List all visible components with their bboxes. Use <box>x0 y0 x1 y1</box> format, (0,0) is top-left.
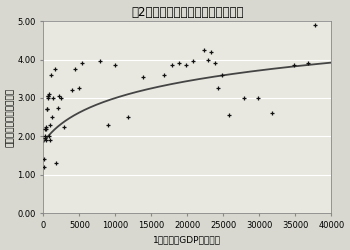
Point <box>46 92 51 96</box>
Point <box>44 108 50 112</box>
Point <box>205 58 210 62</box>
Point <box>55 106 60 110</box>
X-axis label: 1人当たりGDP（ドル）: 1人当たりGDP（ドル） <box>153 236 222 244</box>
Point <box>45 94 50 98</box>
Point <box>76 86 82 90</box>
Point <box>48 123 53 127</box>
Point <box>56 94 62 98</box>
Point <box>306 62 311 66</box>
Point <box>313 23 318 27</box>
Point <box>47 138 52 142</box>
Point <box>43 127 48 131</box>
Point <box>105 123 110 127</box>
Point <box>183 63 189 67</box>
Point <box>50 96 56 100</box>
Point <box>44 108 50 112</box>
Point <box>52 67 57 71</box>
Point <box>97 60 103 64</box>
Point <box>162 73 167 77</box>
Point <box>241 96 246 100</box>
Point <box>58 96 64 100</box>
Point <box>112 63 118 67</box>
Point <box>42 136 48 140</box>
Point <box>53 161 59 165</box>
Point <box>49 115 55 119</box>
Point <box>176 62 182 66</box>
Point <box>46 96 51 100</box>
Point <box>226 113 232 117</box>
Point <box>72 67 78 71</box>
Point <box>190 60 196 64</box>
Point <box>46 134 52 138</box>
Point <box>169 63 174 67</box>
Point <box>48 73 54 77</box>
Point <box>208 50 214 54</box>
Point <box>42 134 48 138</box>
Point <box>42 165 47 169</box>
Point <box>43 125 49 129</box>
Point <box>140 75 146 79</box>
Point <box>126 115 131 119</box>
Point <box>44 138 49 142</box>
Point <box>255 96 261 100</box>
Title: 図2　所得水準と知的財産権の保護: 図2 所得水準と知的財産権の保護 <box>131 6 244 18</box>
Point <box>219 73 225 77</box>
Point <box>41 158 47 162</box>
Y-axis label: 知的財産権の保護の程度: 知的財産権の保護の程度 <box>6 88 15 147</box>
Point <box>62 125 67 129</box>
Point <box>43 127 49 131</box>
Point <box>291 63 297 67</box>
Point <box>69 88 74 92</box>
Point <box>212 62 218 66</box>
Point <box>216 86 221 90</box>
Point <box>201 48 207 52</box>
Point <box>79 62 85 66</box>
Point <box>270 111 275 115</box>
Point <box>45 94 51 98</box>
